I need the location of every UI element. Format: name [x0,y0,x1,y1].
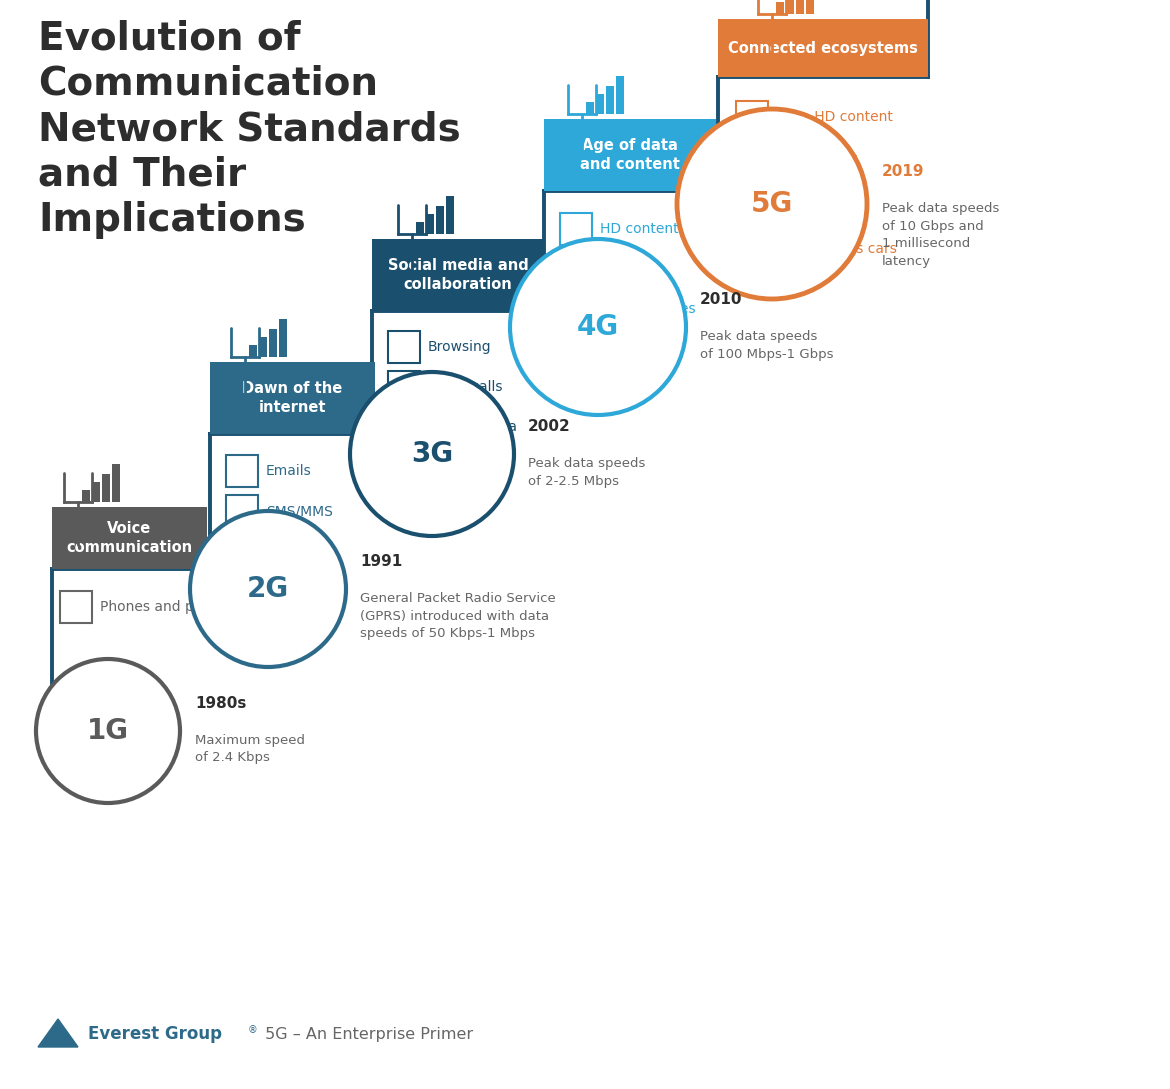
FancyBboxPatch shape [426,215,434,234]
FancyBboxPatch shape [436,206,443,234]
Text: Cloud: Cloud [600,262,640,276]
Text: 5G: 5G [751,189,793,218]
Text: Ultra HD content: Ultra HD content [776,110,893,124]
FancyBboxPatch shape [544,119,716,191]
Text: Evolution of
Communication
Network Standards
and Their
Implications: Evolution of Communication Network Stand… [37,19,461,238]
Text: Emails: Emails [266,464,311,478]
FancyBboxPatch shape [446,196,454,234]
Text: Phones and pagers: Phones and pagers [99,600,233,614]
Text: Everest Group: Everest Group [88,1025,222,1043]
Text: Dawn of the
internet: Dawn of the internet [242,381,343,415]
Polygon shape [37,1019,78,1047]
Text: Peak data speeds
of 10 Gbps and
1 millisecond
latency: Peak data speeds of 10 Gbps and 1 millis… [882,201,999,268]
Text: 2010: 2010 [700,292,743,307]
FancyBboxPatch shape [112,464,121,502]
FancyBboxPatch shape [606,86,614,114]
Text: General Packet Radio Service
(GPRS) introduced with data
speeds of 50 Kbps-1 Mbp: General Packet Radio Service (GPRS) intr… [360,592,556,640]
Text: Social media and
collaboration: Social media and collaboration [387,258,529,292]
Text: 3G: 3G [411,440,453,468]
FancyBboxPatch shape [269,329,277,357]
Text: Browsing: Browsing [428,340,491,354]
FancyBboxPatch shape [806,0,814,14]
FancyBboxPatch shape [796,0,804,14]
Text: Massive IoT: Massive IoT [776,154,856,168]
FancyBboxPatch shape [615,76,624,114]
FancyBboxPatch shape [278,319,287,357]
Text: Peak data speeds
of 2-2.5 Mbps: Peak data speeds of 2-2.5 Mbps [528,457,646,488]
FancyBboxPatch shape [102,474,110,502]
FancyBboxPatch shape [372,238,544,311]
Circle shape [36,659,180,803]
Text: 1991: 1991 [360,554,402,568]
Text: 2019: 2019 [882,164,924,179]
FancyBboxPatch shape [51,507,207,568]
Text: Online games: Online games [600,302,696,316]
Text: 1980s: 1980s [195,696,247,711]
Circle shape [190,511,346,666]
Text: 1G: 1G [87,717,129,745]
FancyBboxPatch shape [596,94,604,114]
FancyBboxPatch shape [249,345,257,357]
Circle shape [510,238,686,415]
Text: 2G: 2G [247,575,289,603]
FancyBboxPatch shape [92,482,99,502]
Text: 4G: 4G [577,313,619,341]
Text: Connected ecosystems: Connected ecosystems [728,40,918,56]
FancyBboxPatch shape [776,2,784,14]
Text: Maximum speed
of 2.4 Kbps: Maximum speed of 2.4 Kbps [195,734,305,764]
FancyBboxPatch shape [417,222,424,234]
FancyBboxPatch shape [259,337,267,357]
Text: Autonomous cars: Autonomous cars [776,242,897,256]
Text: SMS/MMS: SMS/MMS [266,504,333,518]
Text: AR/VR: AR/VR [776,198,819,212]
Text: Social media: Social media [428,420,517,435]
Text: HD content: HD content [600,222,679,236]
FancyBboxPatch shape [586,102,594,114]
Text: ®: ® [248,1025,257,1035]
Circle shape [677,109,867,299]
FancyBboxPatch shape [786,0,794,14]
Text: Peak data speeds
of 100 Mbps-1 Gbps: Peak data speeds of 100 Mbps-1 Gbps [700,330,833,360]
Text: Voice
communication: Voice communication [67,522,193,554]
Text: Age of data
and content: Age of data and content [580,138,680,172]
Circle shape [350,372,514,536]
FancyBboxPatch shape [718,19,928,77]
Text: 5G – An Enterprise Primer: 5G – An Enterprise Primer [260,1027,473,1041]
Text: Video calls: Video calls [428,380,502,394]
FancyBboxPatch shape [82,490,90,502]
FancyBboxPatch shape [209,362,376,435]
Text: 2002: 2002 [528,419,571,435]
